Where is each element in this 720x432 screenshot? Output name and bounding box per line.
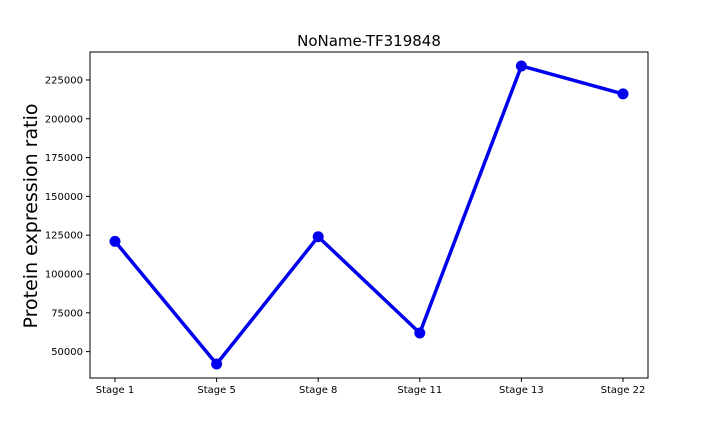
x-axis: Stage 1 Stage 5 Stage 8 Stage 11 Stage 13 Sta… — [96, 378, 646, 396]
y-tick-label: 125000 — [45, 231, 83, 242]
series-line — [113, 64, 624, 366]
series-layer — [109, 60, 629, 370]
y-tick-label: 175000 — [45, 153, 83, 164]
x-tick-label: Stage 22 — [601, 385, 646, 396]
y-axis-label: Protein expression ratio — [20, 104, 42, 329]
y-tick-label: 225000 — [45, 75, 83, 86]
x-tick-label: Stage 1 — [96, 385, 134, 396]
x-tick-label: Stage 8 — [299, 385, 337, 396]
data-point — [515, 60, 527, 72]
y-tick-label: 75000 — [51, 308, 83, 319]
data-point — [109, 235, 121, 247]
y-tick-label: 50000 — [51, 347, 83, 358]
data-point — [414, 327, 426, 339]
chart-title: NoName-TF319848 — [297, 32, 441, 50]
plot-area-frame — [89, 51, 649, 379]
y-tick-label: 150000 — [45, 192, 83, 203]
y-axis: 50000 75000 100000 125000 150000 175000 200000… — [45, 75, 90, 358]
data-point — [617, 88, 629, 100]
x-tick-label: Stage 13 — [499, 385, 544, 396]
y-tick-label: 200000 — [45, 114, 83, 125]
x-tick-label: Stage 11 — [397, 385, 442, 396]
data-point — [211, 358, 223, 370]
data-point — [312, 231, 324, 243]
x-tick-label: Stage 5 — [197, 385, 235, 396]
y-tick-label: 100000 — [45, 269, 83, 280]
